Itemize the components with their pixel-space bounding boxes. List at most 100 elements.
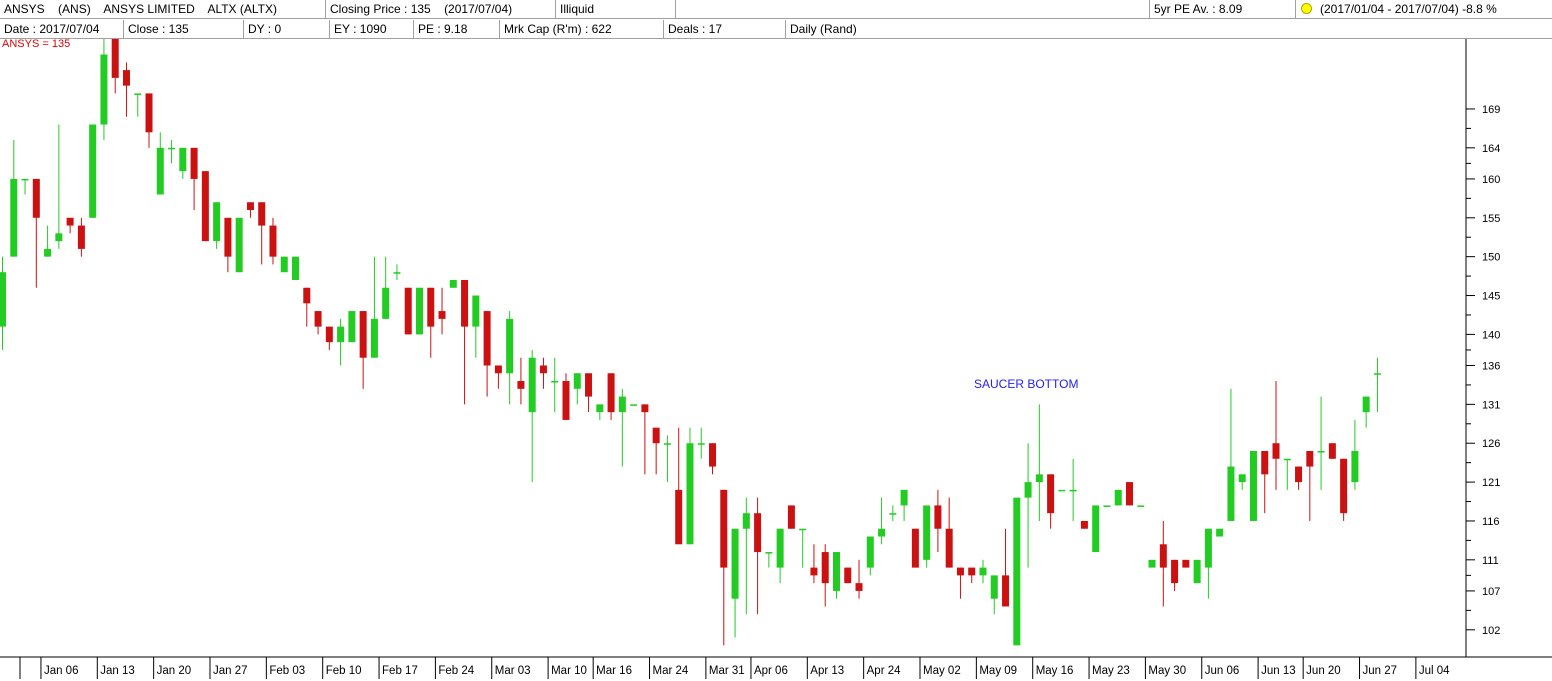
candle-body — [506, 318, 514, 374]
candle — [641, 404, 649, 475]
candle — [438, 287, 446, 335]
candle-body — [292, 256, 300, 280]
candle — [449, 279, 457, 288]
candle-body — [889, 513, 897, 515]
closing-price-cell: Closing Price : 135 (2017/07/04) — [326, 0, 556, 18]
ey-cell: EY : 1090 — [330, 20, 414, 38]
candle — [1047, 474, 1055, 529]
candle-body — [799, 528, 807, 531]
x-tick-label: May 30 — [1148, 665, 1186, 677]
candle — [1013, 497, 1021, 646]
candle — [314, 311, 322, 335]
candle — [1373, 357, 1381, 413]
candle-body — [325, 326, 333, 343]
x-tick-label: Mar 10 — [551, 665, 587, 677]
x-tick-label: Jun 27 — [1363, 665, 1398, 677]
candle — [269, 217, 277, 265]
x-tick-label: Feb 24 — [438, 665, 474, 677]
dy-cell: DY : 0 — [244, 20, 330, 38]
y-tick-label: 150 — [1482, 252, 1500, 264]
x-tick-label: Apr 06 — [754, 665, 788, 677]
candle — [179, 147, 187, 179]
candle — [675, 427, 683, 545]
frequency-cell: Daily (Rand) — [786, 20, 1552, 38]
x-tick-label: Mar 16 — [596, 665, 632, 677]
liquidity-cell: Illiquid — [556, 0, 676, 18]
candle — [1114, 489, 1122, 506]
candle-body — [337, 326, 345, 343]
period-change-cell: (2017/01/04 - 2017/07/04) -8.8 % — [1296, 0, 1552, 18]
candle-body — [990, 575, 998, 599]
y-tick-label: 140 — [1482, 329, 1500, 341]
candle-body — [968, 567, 976, 576]
candle — [1148, 559, 1156, 568]
close-cell: Close : 135 — [124, 20, 244, 38]
candle — [810, 544, 818, 584]
candle — [1069, 458, 1077, 521]
candle — [280, 256, 288, 273]
candle-body — [1227, 466, 1235, 521]
date-cell: Date : 2017/07/04 — [0, 20, 124, 38]
candle — [382, 256, 390, 319]
market-cap-cell: Mrk Cap (R'm) : 622 — [500, 20, 664, 38]
candle-body — [528, 357, 536, 413]
candle — [911, 528, 919, 568]
candle-body — [280, 256, 288, 273]
candle-body — [866, 536, 874, 568]
candle — [765, 552, 773, 568]
exchange-text: ALTX (ALTX) — [207, 2, 278, 16]
y-tick-label: 155 — [1482, 213, 1500, 225]
candle — [359, 311, 367, 389]
candle-body — [449, 279, 457, 288]
candle — [21, 178, 29, 195]
candle-body — [32, 178, 40, 218]
candle-body — [1261, 451, 1269, 475]
candle-body — [66, 217, 74, 226]
candle — [618, 388, 626, 467]
status-dot-icon — [1301, 3, 1312, 14]
candle-body — [303, 287, 311, 304]
x-tick-label: May 02 — [923, 665, 961, 677]
ey-text: EY : 1090 — [334, 22, 387, 36]
candle — [111, 39, 119, 94]
candle-body — [607, 373, 615, 413]
candle-body — [1080, 520, 1088, 529]
liquidity-text: Illiquid — [560, 2, 595, 16]
candle-body — [663, 443, 671, 445]
pe-average-text: 5yr PE Av. : 8.09 — [1154, 2, 1243, 16]
candle-body — [1013, 497, 1021, 646]
candle — [325, 326, 333, 350]
candle — [709, 443, 717, 475]
candle — [1340, 458, 1348, 521]
candle — [923, 505, 931, 568]
candle-body — [1295, 466, 1303, 483]
candle-body — [201, 171, 209, 242]
candle-body — [359, 311, 367, 358]
candle — [551, 357, 559, 413]
candle-body — [246, 202, 254, 211]
candle — [77, 217, 85, 257]
candle-body — [314, 311, 322, 327]
candle-body — [1204, 528, 1212, 568]
candle — [855, 559, 863, 599]
candle — [1182, 559, 1190, 568]
candle-body — [370, 318, 378, 358]
candle — [832, 552, 840, 599]
candle-body — [810, 567, 818, 576]
x-tick-label: Feb 03 — [269, 665, 305, 677]
candle — [1227, 388, 1235, 521]
frequency-text: Daily (Rand) — [790, 22, 857, 36]
x-tick-label: Jan 13 — [100, 665, 135, 677]
candle-body — [1351, 451, 1359, 483]
candle-body — [438, 311, 446, 319]
candle — [742, 497, 750, 615]
candle — [1351, 419, 1359, 490]
x-tick-label: Jan 06 — [44, 665, 79, 677]
candle-body — [539, 365, 547, 374]
x-tick-label: May 16 — [1036, 665, 1074, 677]
candle-body — [348, 311, 356, 343]
candle — [303, 287, 311, 327]
candle — [100, 39, 108, 141]
dy-text: DY : 0 — [248, 22, 282, 36]
pe-average-cell: 5yr PE Av. : 8.09 — [1150, 0, 1296, 18]
